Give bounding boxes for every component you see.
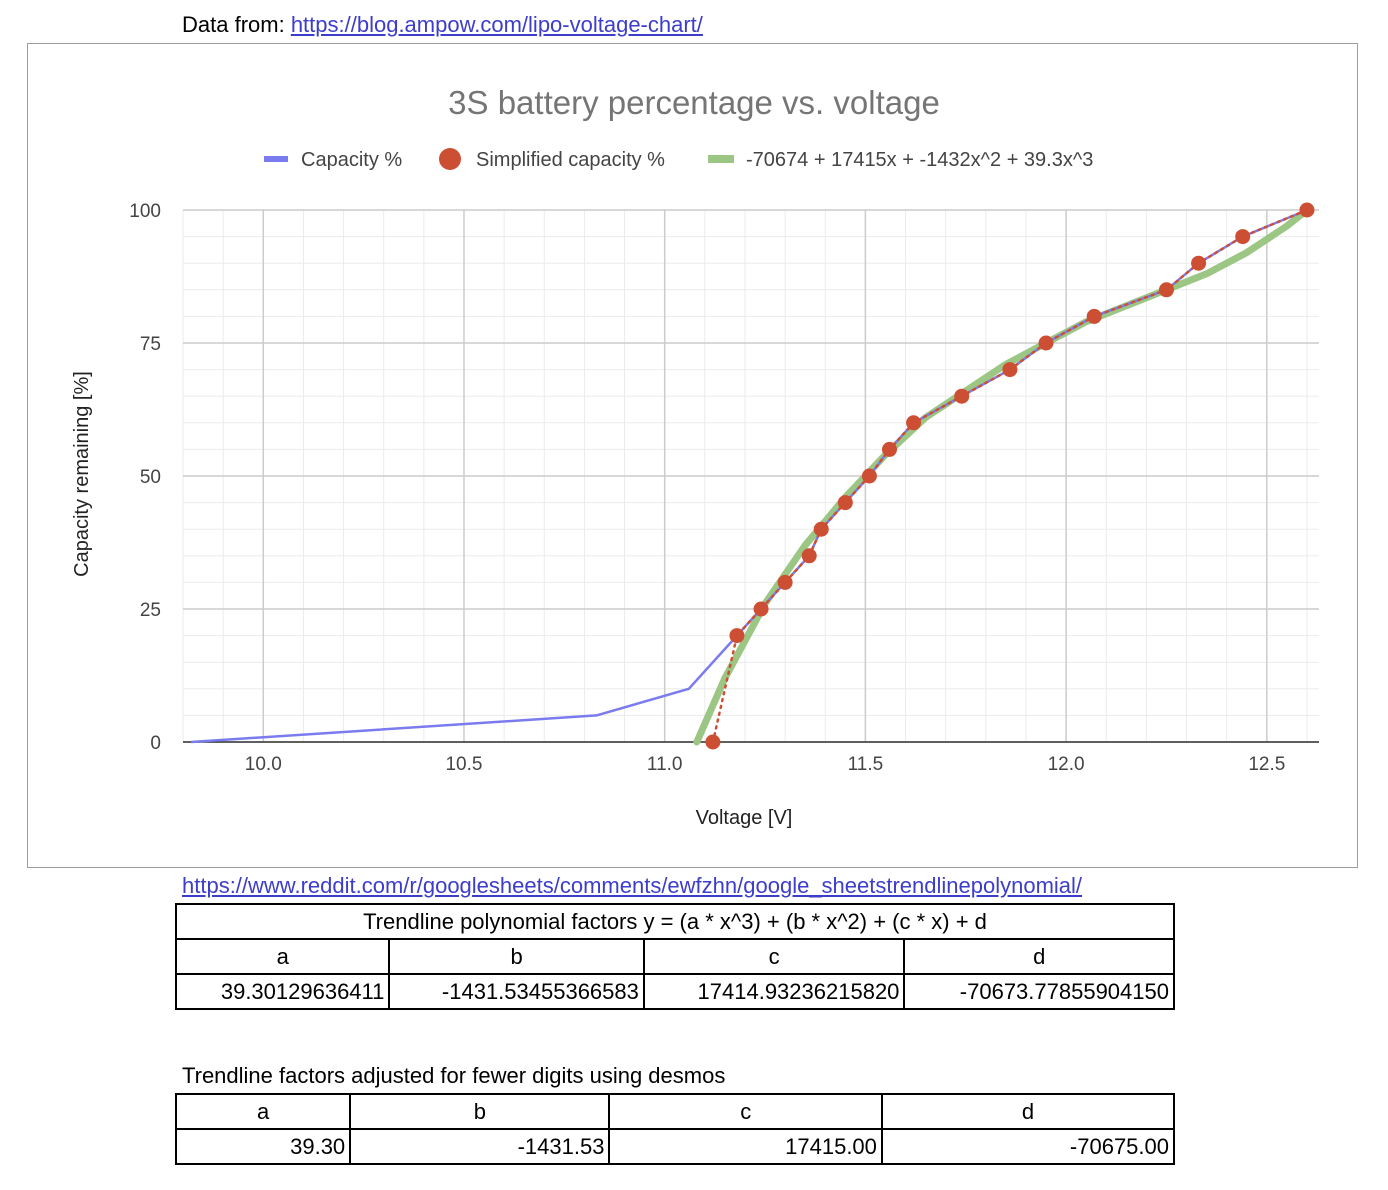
legend-swatch-capacity: [264, 156, 288, 162]
chart-grid: [182, 209, 1319, 743]
value-a: 39.30129636411: [174, 973, 391, 1010]
table-header-row: a b c d: [174, 1093, 1176, 1130]
polynomial-factors-table: Trendline polynomial factors y = (a * x^…: [174, 903, 1175, 1010]
header-d: d: [880, 1093, 1176, 1130]
chart-tick-labels: 10.0 10.5 11.0 11.5 12.0 12.5 0 25 50 75 100: [129, 201, 1285, 775]
header-b: b: [349, 1093, 611, 1130]
simplified-data-point: [1299, 202, 1315, 218]
simplified-data-point: [861, 468, 877, 484]
header-d: d: [903, 938, 1175, 975]
simplified-data-point: [906, 415, 922, 431]
simplified-data-point: [1191, 255, 1207, 271]
table-title-row: Trendline polynomial factors y = (a * x^…: [175, 903, 1175, 940]
simplified-data-point: [1235, 229, 1251, 245]
simplified-data-point: [777, 574, 793, 590]
table-row: 39.30129636411 -1431.53455366583 17414.9…: [174, 973, 1175, 1010]
simplified-data-point: [1086, 308, 1102, 324]
legend-swatch-simplified: [439, 148, 461, 170]
simplified-data-point: [801, 548, 817, 564]
chart-title: 3S battery percentage vs. voltage: [448, 84, 940, 121]
legend-swatch-trendline: [708, 155, 734, 163]
simplified-data-point: [729, 628, 745, 644]
legend-label-simplified: Simplified capacity %: [476, 149, 665, 171]
value-d: -70673.77855904150: [903, 973, 1175, 1010]
chart-legend: Capacity % Simplified capacity % -70674 + …: [264, 148, 1093, 171]
x-tick-label: 11.0: [647, 754, 683, 775]
value-a: 39.30: [174, 1128, 352, 1165]
x-tick-label: 10.0: [245, 754, 282, 775]
value-c: 17414.93236215820: [642, 973, 906, 1010]
simplified-data-point: [954, 388, 970, 404]
simplified-data-point: [881, 441, 897, 457]
chart-series: [190, 202, 1315, 750]
source-line: Data from: https://blog.ampow.com/lipo-v…: [182, 12, 703, 38]
x-axis-label: Voltage [V]: [696, 807, 793, 829]
header-b: b: [388, 938, 645, 975]
y-tick-label: 25: [140, 600, 161, 621]
value-b: -1431.53: [349, 1128, 611, 1165]
battery-chart: 10.0 10.5 11.0 11.5 12.0 12.5 0 25 50 75 100 Capac…: [71, 84, 1319, 829]
x-tick-label: 10.5: [445, 754, 482, 775]
adjusted-factors-caption: Trendline factors adjusted for fewer dig…: [182, 1063, 726, 1088]
x-tick-label: 12.0: [1048, 754, 1085, 775]
simplified-data-point: [705, 734, 721, 750]
legend-label-trendline: -70674 + 17415x + -1432x^2 + 39.3x^3: [746, 149, 1093, 171]
y-tick-label: 100: [129, 201, 161, 222]
simplified-data-point: [837, 495, 853, 511]
header-a: a: [174, 938, 391, 975]
legend-label-capacity: Capacity %: [301, 149, 402, 171]
y-axis-label: Capacity remaining [%]: [71, 371, 93, 577]
reddit-reference-link[interactable]: https://www.reddit.com/r/googlesheets/co…: [182, 873, 1083, 898]
header-c: c: [642, 938, 906, 975]
x-tick-label: 12.5: [1248, 754, 1285, 775]
y-tick-label: 75: [140, 334, 161, 355]
table-row: 39.30 -1431.53 17415.00 -70675.00: [174, 1128, 1176, 1165]
y-tick-label: 50: [140, 467, 161, 488]
simplified-data-point: [1002, 362, 1018, 378]
value-d: -70675.00: [880, 1128, 1176, 1165]
source-prefix: Data from:: [182, 12, 291, 37]
adjusted-factors-table: a b c d 39.30 -1431.53 17415.00 -70675.0…: [174, 1093, 1176, 1165]
table-header-row: a b c d: [174, 938, 1175, 975]
value-c: 17415.00: [608, 1128, 883, 1165]
x-tick-label: 11.5: [848, 754, 884, 775]
source-link[interactable]: https://blog.ampow.com/lipo-voltage-char…: [290, 12, 703, 37]
y-tick-label: 0: [150, 733, 161, 754]
simplified-data-point: [813, 521, 829, 537]
simplified-data-point: [1038, 335, 1054, 351]
table-title: Trendline polynomial factors y = (a * x^…: [175, 903, 1175, 940]
value-b: -1431.53455366583: [388, 973, 645, 1010]
header-a: a: [174, 1093, 352, 1130]
header-c: c: [608, 1093, 883, 1130]
simplified-data-point: [753, 601, 769, 617]
chart-frame: 10.0 10.5 11.0 11.5 12.0 12.5 0 25 50 75 100 Capac…: [27, 43, 1358, 868]
simplified-data-point: [1158, 282, 1174, 298]
